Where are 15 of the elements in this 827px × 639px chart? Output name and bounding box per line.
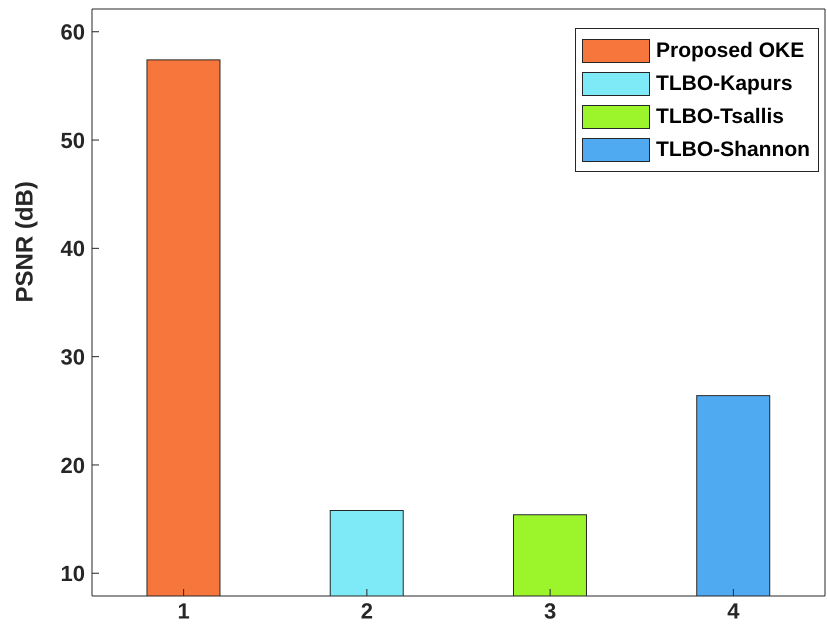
x-tick-label: 1 bbox=[178, 598, 190, 624]
y-axis-title: PSNR (dB) bbox=[12, 181, 39, 302]
y-tick-label: 40 bbox=[60, 236, 85, 262]
x-tick-label: 3 bbox=[544, 598, 556, 624]
x-tick-label: 2 bbox=[360, 598, 373, 624]
y-tick-label: 50 bbox=[60, 128, 85, 153]
legend-label: TLBO-Kapurs bbox=[656, 72, 793, 96]
legend-label: TLBO-Shannon bbox=[656, 138, 810, 162]
y-tick-label: 20 bbox=[60, 452, 85, 478]
y-tick-label: 10 bbox=[60, 561, 85, 586]
x-tick-label: 4 bbox=[727, 598, 740, 624]
y-tick-label: 60 bbox=[60, 20, 85, 45]
y-tick-label: 30 bbox=[60, 344, 85, 370]
legend-label: TLBO-Tsallis bbox=[656, 104, 784, 128]
legend-label: Proposed OKE bbox=[656, 38, 804, 62]
